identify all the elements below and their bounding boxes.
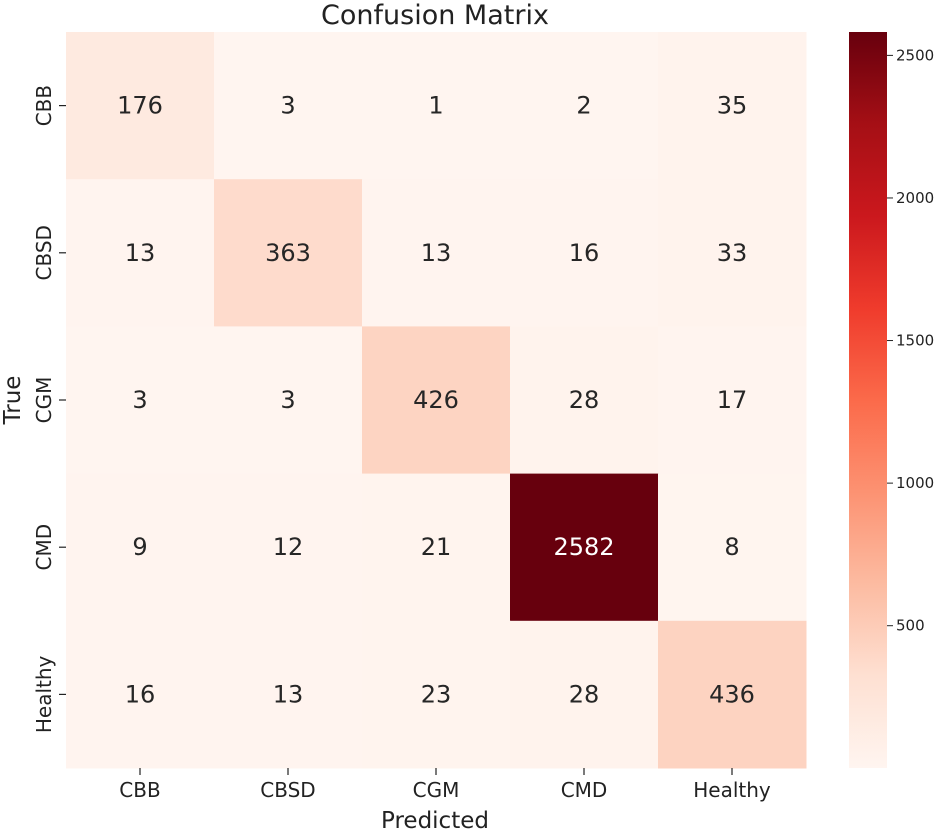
cell-value-label-r1-c3: 16	[569, 239, 600, 267]
heatmap-cell-r2-c1	[214, 326, 363, 475]
x-tick-label: CGM	[413, 778, 460, 802]
heatmap-cell-r4-c4	[658, 620, 807, 769]
cell-value-label-r0-c0: 176	[117, 92, 163, 120]
cell-value-label-r2-c4: 17	[717, 386, 748, 414]
cell-value-label-r4-c4: 436	[709, 680, 755, 708]
heatmap-cell-r2-c0	[66, 326, 215, 475]
y-tick-label: CGM	[32, 377, 56, 424]
x-tick-label: CMD	[561, 778, 608, 802]
heatmap-cell-r1-c4	[658, 179, 807, 327]
cell-value-label-r3-c4: 8	[724, 533, 739, 561]
x-axis-ticks: CBB CBSD CGM CMD Healthy	[119, 768, 771, 802]
y-tick-label: Healthy	[32, 655, 56, 733]
heatmap-cell-r2-c3	[510, 326, 659, 475]
cell-value-label-r4-c3: 28	[569, 680, 600, 708]
heatmap-cell-r1-c1	[214, 179, 363, 327]
colorbar-tick-label: 500	[896, 617, 925, 635]
cell-value-label-r0-c4: 35	[717, 92, 748, 120]
heatmap-cell-r3-c2	[362, 473, 511, 622]
y-axis-ticks: CBB CBSD CGM CMD Healthy	[32, 85, 66, 733]
heatmap-cell-r4-c2	[362, 620, 511, 769]
heatmap-cell-r3-c3	[510, 473, 659, 622]
heatmap-cell-r0-c3	[510, 32, 659, 180]
heatmap-cell-r1-c2	[362, 179, 511, 327]
heatmap-cell-r3-c0	[66, 473, 215, 622]
cell-value-label-r3-c1: 12	[273, 533, 304, 561]
heatmap-cell-r3-c1	[214, 473, 363, 622]
cell-value-label-r3-c0: 9	[132, 533, 147, 561]
y-tick-label: CBSD	[32, 225, 56, 280]
cell-value-label-r2-c2: 426	[413, 386, 459, 414]
colorbar-ticks: 500 1000 1500 2000 2500	[887, 46, 934, 635]
heatmap-cell-r4-c0	[66, 620, 215, 769]
heatmap-cell-r3-c4	[658, 473, 807, 622]
heatmap-cell-r1-c0	[66, 179, 215, 327]
heatmap-cell-r4-c3	[510, 620, 659, 769]
cell-value-label-r1-c4: 33	[717, 239, 748, 267]
x-tick-label: Healthy	[693, 778, 771, 802]
colorbar-tick-label: 1000	[896, 474, 934, 492]
y-axis-label: True	[0, 376, 26, 426]
cell-value-label-r1-c0: 13	[125, 239, 156, 267]
colorbar-tick-label: 1500	[896, 332, 934, 350]
heatmap-cell-r0-c4	[658, 32, 807, 180]
heatmap-cell-r0-c2	[362, 32, 511, 180]
colorbar-tick-label: 2000	[896, 189, 934, 207]
cell-value-label-r4-c2: 23	[421, 680, 452, 708]
x-axis-label: Predicted	[381, 808, 489, 830]
y-tick-label: CBB	[32, 85, 56, 126]
y-tick-label: CMD	[32, 524, 56, 571]
heatmap-cell-r2-c2	[362, 326, 511, 475]
cell-value-label-r4-c0: 16	[125, 680, 156, 708]
chart-title: Confusion Matrix	[321, 0, 549, 31]
colorbar	[849, 32, 887, 768]
cell-value-label-r2-c3: 28	[569, 386, 600, 414]
cell-value-label-r2-c0: 3	[132, 386, 147, 414]
cell-value-label-r1-c1: 363	[265, 239, 311, 267]
cell-value-label-r3-c3: 2582	[553, 533, 614, 561]
heatmap-cell-r2-c4	[658, 326, 807, 475]
heatmap-cell-r4-c1	[214, 620, 363, 769]
heatmap-cells	[66, 32, 807, 769]
heatmap-cell-r0-c1	[214, 32, 363, 180]
cell-value-label-r0-c2: 1	[428, 92, 443, 120]
cell-value-label-r0-c3: 2	[576, 92, 591, 120]
colorbar-tick-label: 2500	[896, 46, 934, 64]
x-tick-label: CBB	[119, 778, 160, 802]
x-tick-label: CBSD	[260, 778, 315, 802]
heatmap-cell-r1-c3	[510, 179, 659, 327]
cell-value-label-r3-c2: 21	[421, 533, 452, 561]
cell-value-label-r4-c1: 13	[273, 680, 304, 708]
cell-value-label-r1-c2: 13	[421, 239, 452, 267]
heatmap-cell-r0-c0	[66, 32, 215, 180]
cell-value-label-r0-c1: 3	[280, 92, 295, 120]
cell-value-label-r2-c1: 3	[280, 386, 295, 414]
